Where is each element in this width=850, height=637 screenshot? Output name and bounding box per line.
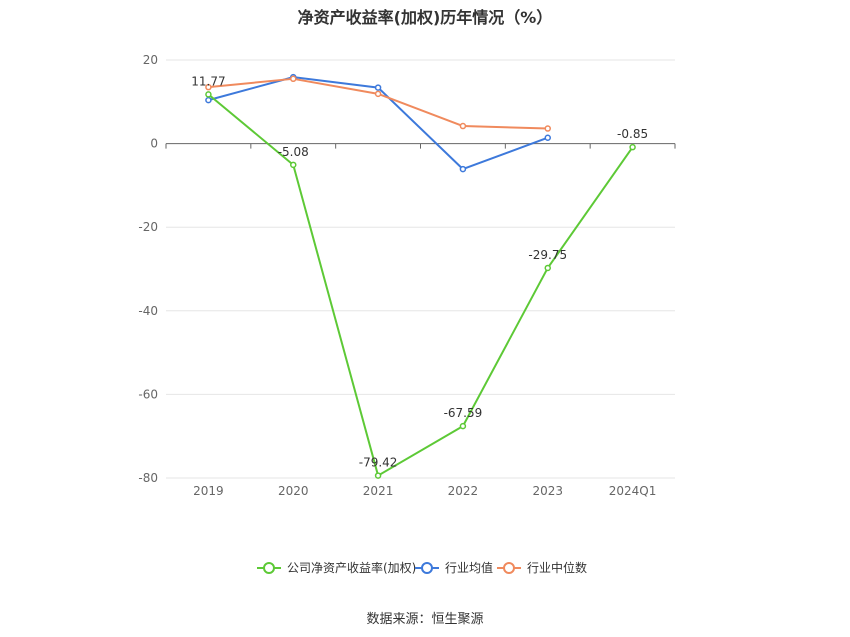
x-tick-label: 2021 [363,484,394,498]
data-point [205,96,212,104]
x-tick-label: 2022 [448,484,479,498]
y-tick-label: -80 [138,471,158,485]
legend: 公司净资产收益率(加权) 行业均值 行业中位数 [257,560,587,575]
y-tick-label: -60 [138,387,158,401]
data-point [459,422,467,430]
data-point [544,264,551,272]
data-label: -67.59 [444,406,483,420]
legend-marker [263,562,275,574]
data-point [374,90,382,98]
x-tick-label: 2020 [278,484,309,498]
data-point [205,91,212,98]
series-line [207,93,634,477]
x-tick-label: 2024Q1 [609,484,657,498]
x-tick-label: 2023 [532,484,563,498]
legend-label: 行业中位数 [527,560,587,575]
legend-marker [421,562,433,574]
chart-title: 净资产收益率(加权)历年情况（%） [297,8,553,27]
data-label: -79.42 [359,456,398,470]
data-label: -5.08 [278,145,309,159]
data-point [205,83,212,91]
data-point [290,161,297,169]
data-label: 11.77 [191,74,225,88]
data-label: -0.85 [617,127,648,141]
data-point [374,84,382,91]
x-tick-label: 2019 [193,484,224,498]
y-tick-label: -20 [138,220,158,234]
series-lines [205,73,636,479]
data-labels: 11.77 -5.08 -79.42 -67.59 -29.75 -0.85 [191,74,648,469]
data-point [374,472,382,479]
y-tick-label: 20 [143,53,158,67]
legend-label: 公司净资产收益率(加权) [287,560,416,575]
y-tick-label: -40 [138,304,158,318]
axes: 20 0 -20 -40 -60 -80 2019 2020 2021 2022 2023 2024Q… [138,53,676,498]
data-point [290,75,297,83]
y-tick-label: 0 [150,137,158,151]
data-point [544,134,551,141]
data-label: -29.75 [528,248,567,262]
grid-lines [166,59,675,479]
legend-marker [503,562,515,574]
data-point [459,122,467,130]
legend-label: 行业均值 [445,560,493,575]
data-point [629,143,636,151]
data-point [459,165,467,173]
data-point [544,125,551,132]
source-note: 数据来源：恒生聚源 [366,612,484,627]
